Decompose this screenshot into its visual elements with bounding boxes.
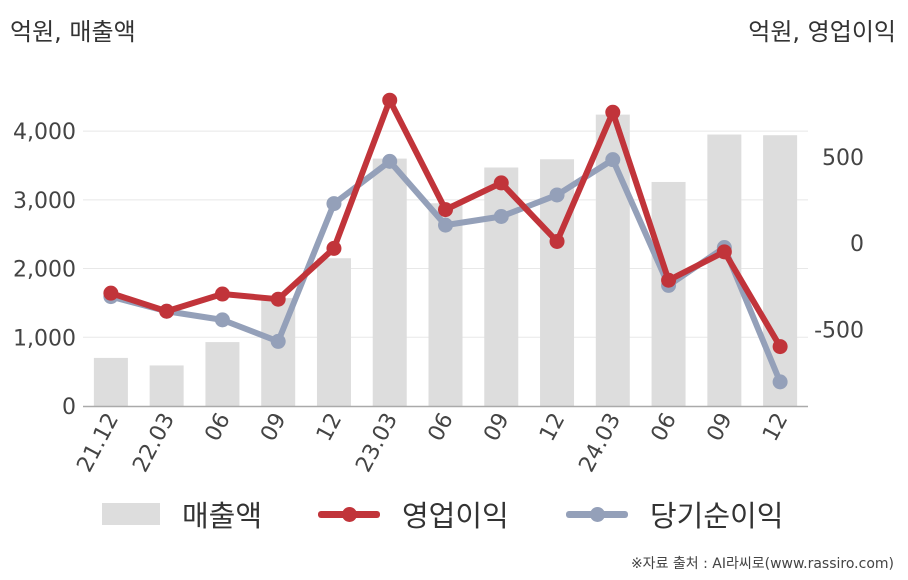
legend-item-net-income: 당기순이익 <box>566 492 783 536</box>
combo-chart: 0 1,000 2,000 3,000 4,000 -500 0 500 21.12 22.03 0… <box>13 92 864 476</box>
revenue-bar <box>651 181 686 406</box>
y-right-tick-label: 500 <box>822 146 864 171</box>
net-income-point <box>270 333 286 349</box>
x-tick-label: 12 <box>535 409 570 445</box>
operating-profit-point <box>772 339 788 355</box>
x-tick-label: 12 <box>758 409 793 445</box>
source-note: ※자료 출처 : AI라씨로(www.rassiro.com) <box>630 556 894 572</box>
net-income-point <box>605 152 621 168</box>
revenue-bar <box>149 365 184 406</box>
operating-profit-point <box>605 104 621 120</box>
operating-profit-point <box>103 285 119 301</box>
net-income-point <box>214 312 230 328</box>
net-income-swatch <box>566 503 628 525</box>
y-left-tick-label: 2,000 <box>13 258 76 283</box>
y-left-tick-label: 1,000 <box>13 326 76 351</box>
x-tick-label: 06 <box>201 409 236 445</box>
legend-label-revenue: 매출액 <box>182 499 263 533</box>
operating-profit-point <box>716 244 732 260</box>
y-right-tick-label: -500 <box>814 318 864 343</box>
x-tick-label: 09 <box>479 409 514 445</box>
x-tick-label: 23.03 <box>351 409 403 476</box>
net-income-point <box>326 196 342 212</box>
operating-profit-point <box>326 240 342 256</box>
revenue-bar <box>763 135 798 406</box>
operating-profit-swatch <box>318 503 380 525</box>
operating-profit-point <box>549 233 565 249</box>
x-tick-label: 09 <box>256 409 291 445</box>
legend-label-net-income: 당기순이익 <box>650 499 784 533</box>
operating-profit-point <box>382 92 398 108</box>
x-tick-label: 12 <box>312 409 347 445</box>
revenue-bars <box>93 114 798 407</box>
y-left-tick-label: 4,000 <box>13 120 76 145</box>
operating-profit-point <box>493 175 509 191</box>
revenue-swatch <box>102 503 160 525</box>
right-axis-unit: 억원, 영업이익 <box>748 18 896 46</box>
net-income-point <box>382 153 398 169</box>
revenue-bar <box>316 258 351 406</box>
y-right-tick-label: 0 <box>850 232 864 257</box>
x-tick-label: 21.12 <box>73 409 125 476</box>
legend-label-operating-profit: 영업이익 <box>402 499 509 533</box>
legend-item-revenue: 매출액 <box>102 492 262 536</box>
operating-profit-point <box>270 291 286 307</box>
net-income-point <box>549 187 565 203</box>
x-tick-label: 24.03 <box>574 409 626 476</box>
net-income-point <box>772 374 788 390</box>
revenue-bar <box>484 167 519 406</box>
legend: 매출액 영업이익 당기순이익 <box>0 492 908 536</box>
x-tick-label: 09 <box>702 409 737 445</box>
x-tick-label: 06 <box>647 409 682 445</box>
y-left-tick-label: 0 <box>62 395 76 420</box>
net-income-point <box>438 217 453 233</box>
profit-lines <box>103 92 788 390</box>
y-left-tick-label: 3,000 <box>13 189 76 214</box>
operating-profit-point <box>214 286 230 302</box>
revenue-bar <box>428 203 463 406</box>
revenue-bar <box>205 342 240 406</box>
net-income-point <box>493 209 509 225</box>
legend-item-operating-profit: 영업이익 <box>318 492 509 536</box>
x-tick-label: 22.03 <box>128 409 180 476</box>
revenue-bar <box>93 357 128 406</box>
x-tick-label: 06 <box>424 409 459 445</box>
operating-profit-point <box>661 272 677 288</box>
operating-profit-point <box>438 202 453 218</box>
revenue-bar <box>372 158 407 406</box>
left-axis-unit: 억원, 매출액 <box>10 18 136 46</box>
operating-profit-point <box>159 303 175 319</box>
